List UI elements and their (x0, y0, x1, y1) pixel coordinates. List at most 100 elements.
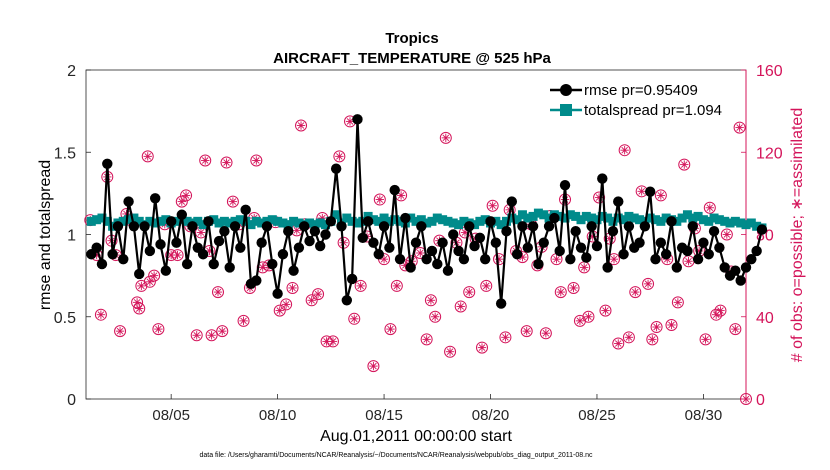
rmse-point (692, 253, 704, 265)
obs-marker (573, 314, 586, 327)
spread-point (156, 216, 166, 226)
spread-point (246, 220, 256, 230)
rmse-point (314, 240, 326, 252)
spread-point (331, 210, 341, 220)
spread-point (517, 210, 527, 220)
spread-point (108, 221, 118, 231)
y-tick-label: 0.5 (54, 310, 76, 327)
spread-point (129, 213, 139, 223)
rmse-point (346, 273, 358, 285)
rmse-point (235, 242, 246, 253)
rmse-point (107, 249, 118, 260)
obs-marker (190, 329, 203, 342)
spread-point (528, 211, 538, 221)
spread-point (714, 215, 724, 225)
rmse-point (575, 242, 587, 253)
spread-point (124, 215, 134, 225)
obs-marker (143, 275, 156, 288)
spread-point (672, 216, 682, 226)
rmse-point (730, 265, 741, 276)
rmse-point (256, 237, 267, 248)
rmse-point (650, 253, 661, 265)
rmse-point (421, 253, 432, 265)
rmse-point (91, 242, 102, 253)
rmse-point (134, 268, 145, 280)
obs-marker (454, 300, 467, 313)
rmse-point (597, 173, 608, 184)
rmse-point (144, 245, 156, 257)
obs-marker (180, 189, 193, 202)
rmse-point (394, 253, 406, 265)
spread-point (752, 221, 762, 231)
obs-marker (175, 195, 188, 208)
rmse-point (719, 262, 730, 273)
rmse-point (203, 216, 214, 227)
rmse-point (320, 229, 331, 240)
rmse-point (644, 186, 656, 197)
spread-point (283, 220, 293, 230)
rmse-point (586, 221, 597, 232)
spread-point (512, 215, 522, 225)
spread-point (278, 218, 288, 228)
rmse-point (352, 114, 363, 125)
rmse-point (623, 221, 635, 232)
obs-marker (333, 150, 346, 163)
rmse-point (341, 295, 353, 306)
y2-tick-label: 160 (756, 63, 783, 80)
obs-marker (665, 318, 678, 331)
rmse-point (660, 249, 672, 260)
rmse-point (490, 237, 502, 248)
spread-point (736, 218, 746, 228)
rmse-point (277, 249, 289, 260)
obs-marker (599, 304, 612, 317)
spread-point (342, 213, 352, 223)
spread-point (661, 213, 671, 223)
obs-marker (367, 360, 380, 373)
spread-point (294, 218, 304, 228)
rmse-point (400, 212, 411, 224)
spread-point (86, 216, 96, 226)
y2-axis-label: # of obs: o=possible; ∗=assimilated (789, 108, 806, 362)
obs-marker (141, 150, 154, 163)
x-axis-ticks: 08/05 08/10 08/15 08/20 08/25 08/30 (152, 394, 722, 424)
spread-point (682, 210, 692, 220)
spread-point (587, 213, 597, 223)
obs-marker (618, 144, 631, 157)
rmse-point (698, 237, 709, 248)
y-tick-label: 1 (67, 228, 76, 245)
rmse-point (181, 258, 193, 270)
obs-marker (671, 296, 684, 309)
spread-point (608, 216, 618, 226)
rmse-point (666, 216, 677, 227)
spread-point (406, 213, 416, 223)
spread-point (693, 211, 703, 221)
obs-marker (714, 304, 727, 317)
spread-point (475, 216, 485, 226)
y2-tick-label: 40 (756, 310, 774, 327)
rmse-point (538, 237, 549, 248)
x-tick-label: 08/15 (365, 407, 403, 424)
obs-marker (486, 199, 499, 212)
spread-point (384, 216, 394, 226)
spread-point (555, 211, 565, 221)
obs-marker (539, 327, 552, 340)
rmse-point (479, 253, 491, 265)
x-tick-label: 08/30 (685, 407, 723, 424)
rmse-point (543, 221, 555, 232)
spread-point (102, 216, 112, 226)
rmse-point (746, 253, 757, 265)
rmse-point (283, 226, 294, 237)
rmse-point (373, 249, 384, 260)
spread-point (539, 210, 549, 220)
obs-marker (205, 329, 218, 342)
rmse-point (336, 221, 347, 232)
spread-point (321, 220, 331, 230)
spread-point (347, 216, 357, 226)
spread-point (214, 218, 224, 228)
spread-point (416, 215, 426, 225)
spread-point (289, 216, 299, 226)
rmse-point (453, 245, 464, 257)
rmse-point (304, 235, 315, 247)
spread-point (92, 215, 102, 225)
obs-marker (152, 323, 165, 336)
